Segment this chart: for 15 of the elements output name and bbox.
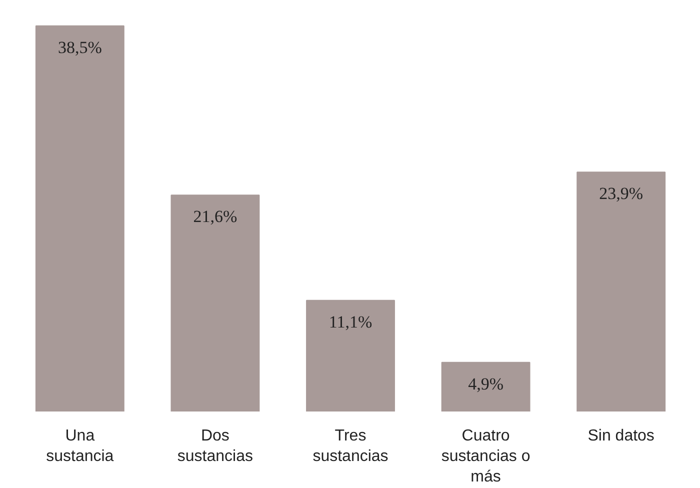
data-label: 38,5%	[58, 38, 102, 57]
bar	[35, 25, 124, 412]
x-tick-label: Tres sustancias	[312, 428, 388, 465]
data-label: 11,1%	[328, 312, 372, 332]
bar	[576, 172, 666, 412]
bar	[441, 362, 530, 412]
x-tick-label: Dos sustancias	[177, 428, 254, 465]
x-tick-label: Una sustancia	[46, 428, 114, 465]
data-label: 23,9%	[599, 184, 644, 204]
x-tick-label: Sin datos	[588, 428, 654, 444]
bar	[170, 194, 260, 412]
data-label: 21,6%	[193, 207, 238, 226]
data-label: 4,9%	[468, 374, 504, 394]
bar	[306, 300, 395, 412]
x-tick-label: Cuatro sustancias o más	[441, 428, 530, 486]
